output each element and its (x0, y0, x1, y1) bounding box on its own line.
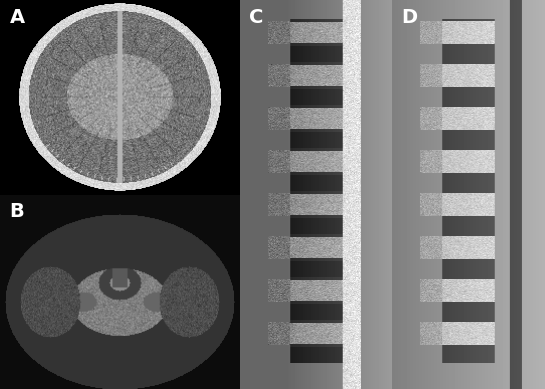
Text: D: D (402, 8, 417, 27)
Text: A: A (10, 8, 25, 27)
Text: C: C (249, 8, 263, 27)
Text: B: B (10, 202, 25, 221)
